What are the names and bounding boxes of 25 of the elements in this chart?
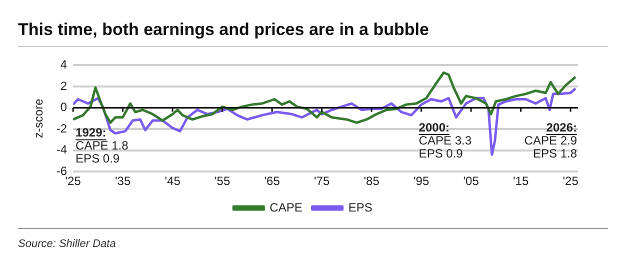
y-tick-label: 0 <box>60 100 68 114</box>
x-tick-label: '15 <box>512 174 529 188</box>
x-tick-label: '25 <box>562 174 579 188</box>
x-tick-label: '05 <box>463 174 480 188</box>
annotation: 2026: CAPE 2.9 EPS 1.8 <box>524 120 578 160</box>
annotation: 2000: CAPE 3.3 EPS 0.9 <box>418 120 472 160</box>
x-tick-label: '25 <box>65 174 82 188</box>
source-note: Source: Shiller Data <box>18 238 116 250</box>
legend-label: CAPE <box>270 200 302 214</box>
y-tick-label: -2 <box>56 121 68 136</box>
y-tick-label: 4 <box>60 58 68 72</box>
y-tick-label: 2 <box>60 78 68 93</box>
x-tick-label: '85 <box>364 174 380 188</box>
x-tick-label: '35 <box>114 174 131 188</box>
chart-title: This time, both earnings and prices are in a bubble <box>18 20 429 40</box>
x-tick-label: '55 <box>214 174 230 188</box>
y-tick-label: -6 <box>56 164 68 178</box>
x-tick-label: '65 <box>264 174 280 188</box>
x-tick-label: '45 <box>164 174 181 188</box>
x-tick-label: '95 <box>413 174 430 188</box>
legend-label: EPS <box>348 200 372 214</box>
annotation: 1929: CAPE 1.8 EPS 0.9 <box>76 126 129 166</box>
y-tick-label: -4 <box>56 142 68 157</box>
x-tick-label: '75 <box>314 174 330 188</box>
y-axis-title: z-score <box>32 98 46 138</box>
